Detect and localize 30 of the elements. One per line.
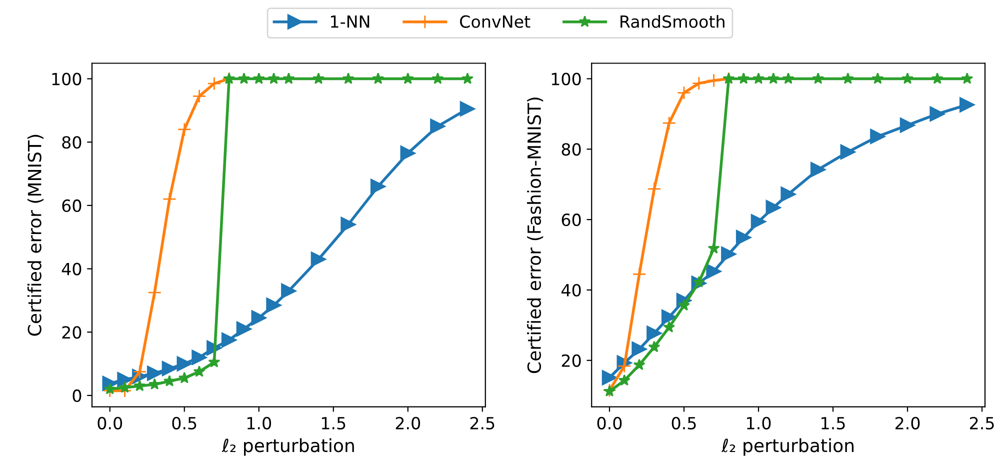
y-tick-label: 100 bbox=[552, 72, 581, 86]
y-tick-label: 0 bbox=[72, 389, 82, 402]
x-tick-label: 0.0 bbox=[98, 416, 122, 430]
legend-label: RandSmooth bbox=[620, 15, 724, 28]
x-tick-label: 1.0 bbox=[747, 416, 771, 430]
x-tick-label: 2.5 bbox=[970, 416, 994, 430]
y-axis-title: Certified error (Fashion-MNIST) bbox=[527, 98, 544, 374]
y-tick-label: 60 bbox=[62, 199, 82, 212]
x-tick-label: 1.5 bbox=[822, 417, 845, 430]
x-axis-title: ℓ₂ perturbation bbox=[721, 438, 854, 456]
x-tick-label: 2.0 bbox=[396, 416, 420, 430]
legend-label: 1-NN bbox=[331, 16, 370, 28]
x-axis-title: ℓ₂ perturbation bbox=[222, 438, 354, 456]
x-tick-label: 0.0 bbox=[597, 416, 622, 430]
y-axis-title: Certified error (MNIST) bbox=[27, 134, 44, 336]
y-tick-label: 20 bbox=[562, 354, 581, 367]
x-tick-label: 1.5 bbox=[322, 417, 346, 430]
x-tick-label: 0.5 bbox=[172, 416, 196, 430]
y-tick-label: 80 bbox=[562, 143, 581, 156]
x-tick-label: 2.5 bbox=[470, 416, 494, 430]
y-tick-label: 20 bbox=[62, 326, 82, 339]
y-tick-label: 60 bbox=[562, 214, 581, 226]
y-tick-label: 40 bbox=[561, 284, 581, 297]
y-tick-label: 80 bbox=[62, 136, 82, 149]
x-tick-label: 0.5 bbox=[672, 416, 696, 430]
y-tick-label: 100 bbox=[52, 72, 82, 86]
y-tick-label: 40 bbox=[62, 262, 82, 276]
legend-label: ConvNet bbox=[460, 15, 530, 28]
x-tick-label: 1.0 bbox=[247, 416, 272, 430]
x-tick-label: 2.0 bbox=[895, 416, 920, 430]
